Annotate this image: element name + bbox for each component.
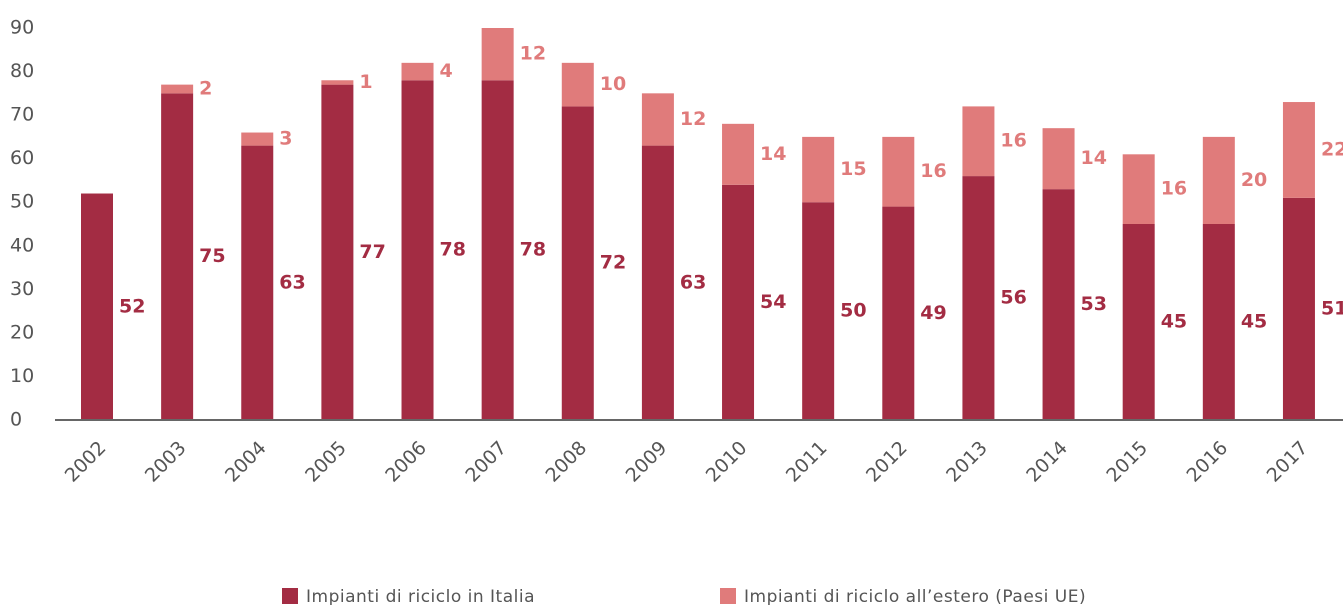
bar-segment <box>81 193 113 420</box>
y-tick-label: 20 <box>10 321 34 343</box>
value-label: 45 <box>1161 311 1187 333</box>
bar-segment <box>481 80 514 421</box>
value-label: 78 <box>520 239 546 261</box>
value-label: 2 <box>199 77 212 99</box>
bar-segment <box>1042 189 1075 420</box>
bar-segment <box>722 184 755 420</box>
value-label: 50 <box>840 300 866 322</box>
legend-label: Impianti di riciclo all’estero (Paesi UE… <box>744 587 1086 605</box>
bar-segment <box>561 106 594 421</box>
bar-segment <box>1122 154 1155 224</box>
value-label: 75 <box>199 245 225 267</box>
bar-segment <box>401 80 434 421</box>
bar-segment <box>802 202 835 420</box>
value-label: 20 <box>1241 169 1267 191</box>
bar-segment <box>161 84 194 94</box>
bar-segment <box>481 28 514 81</box>
bar-segment <box>962 176 995 420</box>
value-label: 56 <box>1000 287 1026 309</box>
bar-segment <box>241 132 274 146</box>
bar-segment <box>641 93 674 146</box>
y-tick-label: 50 <box>10 191 34 213</box>
value-label: 3 <box>279 128 292 150</box>
legend-swatch <box>282 588 298 604</box>
x-tick-label: 2013 <box>942 437 992 487</box>
y-tick-label: 0 <box>10 409 22 431</box>
y-tick-label: 90 <box>10 17 34 39</box>
x-tick-label: 2005 <box>301 437 351 487</box>
x-tick-label: 2007 <box>461 437 511 487</box>
bar-segment <box>882 136 915 207</box>
bar-segment <box>321 80 354 85</box>
bar-segment <box>882 206 915 420</box>
bar-segment <box>1282 102 1315 198</box>
y-tick-label: 80 <box>10 60 34 82</box>
bar-segment <box>1202 136 1235 224</box>
bar-segment <box>802 136 835 203</box>
x-tick-label: 2012 <box>862 437 912 487</box>
value-label: 53 <box>1081 293 1107 315</box>
x-tick-label: 2015 <box>1102 437 1152 487</box>
value-label: 45 <box>1241 311 1267 333</box>
value-label: 1 <box>359 71 372 93</box>
y-tick-label: 30 <box>10 278 34 300</box>
bar-segment <box>321 84 354 420</box>
bar-segment <box>962 106 995 177</box>
value-label: 14 <box>1081 147 1107 169</box>
value-label: 12 <box>680 108 706 130</box>
bar-segment <box>561 62 594 107</box>
x-tick-label: 2009 <box>622 437 672 487</box>
y-tick-label: 60 <box>10 147 34 169</box>
value-label: 4 <box>440 60 453 82</box>
x-tick-label: 2004 <box>221 437 271 487</box>
y-tick-label: 40 <box>10 234 34 256</box>
value-label: 49 <box>920 302 946 324</box>
x-tick-label: 2008 <box>541 437 591 487</box>
x-tick-label: 2002 <box>61 437 111 487</box>
value-label: 10 <box>600 73 626 95</box>
bar-segment <box>1282 197 1315 420</box>
value-label: 63 <box>279 271 305 293</box>
x-tick-label: 2010 <box>702 437 752 487</box>
x-tick-label: 2003 <box>141 437 191 487</box>
legend-swatch <box>720 588 736 604</box>
value-label: 22 <box>1321 138 1343 160</box>
value-label: 14 <box>760 143 786 165</box>
value-label: 16 <box>920 160 946 182</box>
bar-segment <box>1202 224 1235 420</box>
value-label: 16 <box>1161 178 1187 200</box>
value-label: 15 <box>840 158 866 180</box>
bar-segment <box>241 145 274 420</box>
bar-segment <box>1122 224 1155 420</box>
bar-segment <box>641 145 674 420</box>
x-tick-label: 2016 <box>1182 437 1232 487</box>
x-tick-label: 2011 <box>782 437 832 487</box>
value-label: 77 <box>359 241 385 263</box>
y-tick-label: 10 <box>10 365 34 387</box>
value-label: 63 <box>680 271 706 293</box>
y-tick-label: 70 <box>10 104 34 126</box>
value-label: 16 <box>1000 130 1026 152</box>
value-label: 51 <box>1321 297 1343 319</box>
value-label: 52 <box>119 295 145 317</box>
value-label: 12 <box>520 43 546 65</box>
x-tick-label: 2014 <box>1022 437 1072 487</box>
value-label: 54 <box>760 291 786 313</box>
legend-label: Impianti di riciclo in Italia <box>306 587 535 605</box>
value-label: 72 <box>600 252 626 274</box>
bar-segment <box>1042 128 1075 190</box>
bar-segment <box>722 123 755 185</box>
bar-segment <box>161 93 194 420</box>
x-tick-label: 2017 <box>1263 437 1313 487</box>
x-tick-label: 2006 <box>381 437 431 487</box>
value-label: 78 <box>440 239 466 261</box>
bar-segment <box>401 62 434 81</box>
